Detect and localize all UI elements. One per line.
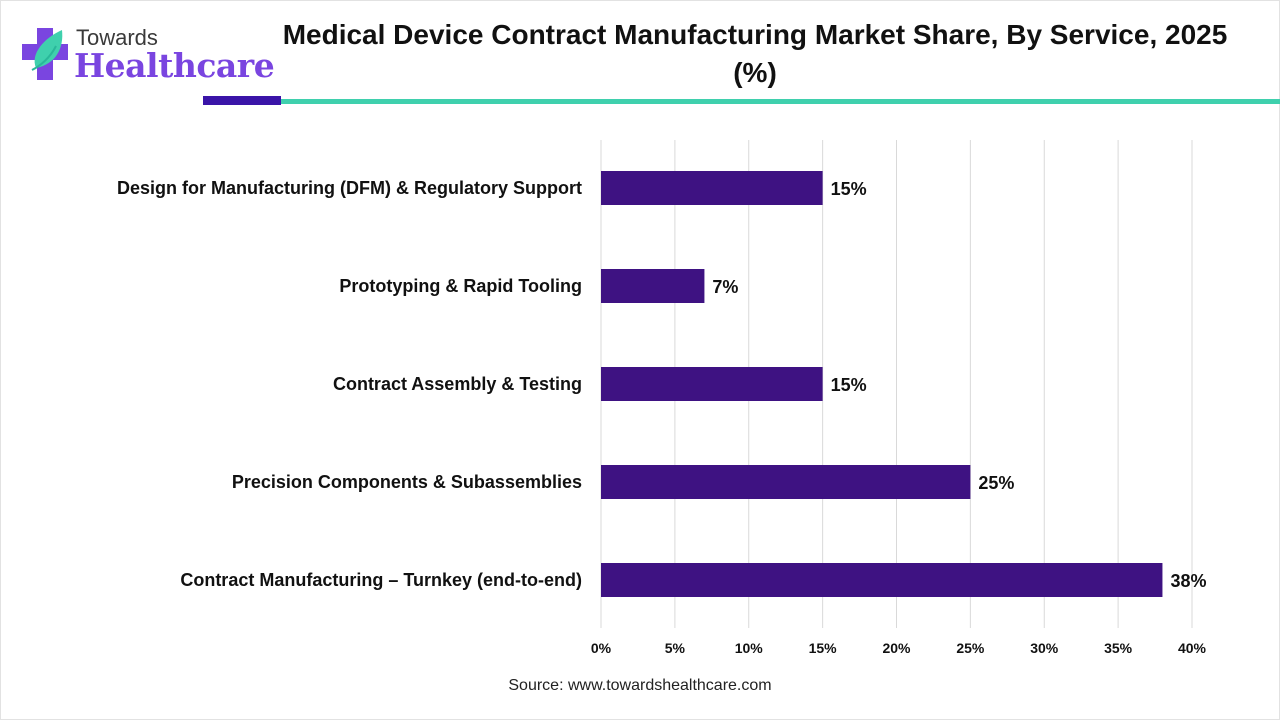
x-tick-label: 40% xyxy=(1178,640,1207,656)
x-tick-label: 0% xyxy=(591,640,612,656)
title-rule-dark xyxy=(203,96,281,105)
category-label: Contract Manufacturing – Turnkey (end-to… xyxy=(180,570,582,590)
x-tick-label: 35% xyxy=(1104,640,1133,656)
medical-cross-leaf-icon xyxy=(22,28,68,80)
x-tick-label: 20% xyxy=(882,640,911,656)
category-label: Design for Manufacturing (DFM) & Regulat… xyxy=(117,178,582,198)
bar xyxy=(601,171,823,205)
x-tick-label: 25% xyxy=(956,640,985,656)
x-tick-label: 15% xyxy=(809,640,838,656)
x-tick-label: 10% xyxy=(735,640,764,656)
data-label: 25% xyxy=(978,473,1014,493)
logo-text-towards: Towards xyxy=(76,25,158,50)
category-label: Precision Components & Subassemblies xyxy=(232,472,582,492)
x-tick-label: 30% xyxy=(1030,640,1059,656)
category-label: Contract Assembly & Testing xyxy=(333,374,582,394)
category-label: Prototyping & Rapid Tooling xyxy=(339,276,582,296)
data-label: 38% xyxy=(1170,571,1206,591)
bar xyxy=(601,269,705,303)
title-rule-teal xyxy=(281,99,1280,104)
chart-title: Medical Device Contract Manufacturing Ma… xyxy=(282,19,1228,88)
data-label: 15% xyxy=(831,375,867,395)
source-note: Source: www.towardshealthcare.com xyxy=(508,677,772,694)
brand-logo: Towards Healthcare xyxy=(22,20,275,90)
logo-text-healthcare: Healthcare xyxy=(74,46,275,85)
bar xyxy=(601,563,1163,597)
bar xyxy=(601,367,823,401)
bar xyxy=(601,465,971,499)
x-tick-label: 5% xyxy=(665,640,686,656)
data-label: 15% xyxy=(831,179,867,199)
data-label: 7% xyxy=(712,277,738,297)
